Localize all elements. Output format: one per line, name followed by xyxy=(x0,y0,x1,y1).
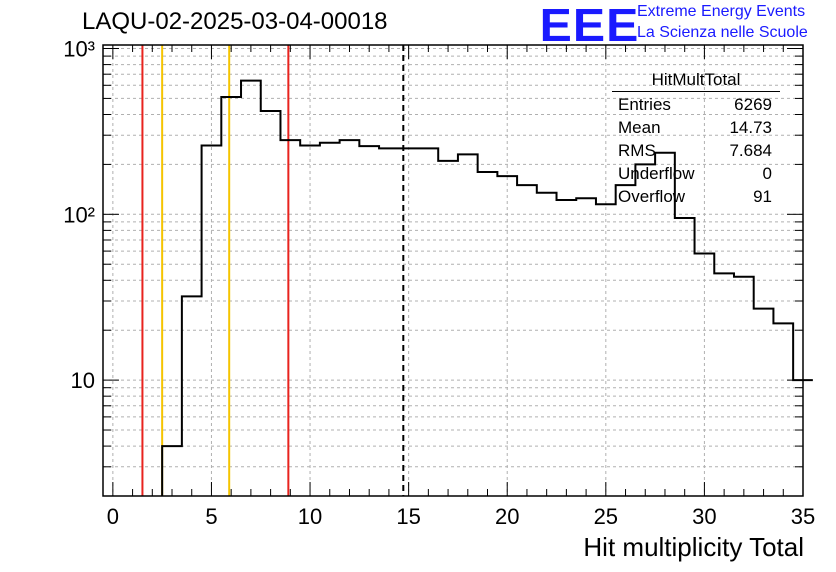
histogram-bin xyxy=(458,154,478,496)
histogram-bin xyxy=(773,323,793,496)
x-tick-label: 25 xyxy=(594,504,618,529)
histogram-bin xyxy=(517,185,537,496)
histogram-bin xyxy=(359,146,379,496)
stats-value: 0 xyxy=(762,164,772,183)
histogram-bin xyxy=(754,309,774,496)
histogram-bin xyxy=(557,200,577,496)
y-tick-label: 10 xyxy=(71,368,95,393)
chart-title: LAQU-02-2025-03-04-00018 xyxy=(82,8,388,35)
stats-label: Overflow xyxy=(618,187,686,206)
stats-label: RMS xyxy=(618,141,656,160)
histogram-bin xyxy=(162,446,182,496)
stats-value: 6269 xyxy=(734,95,772,114)
histogram-bin xyxy=(300,146,320,496)
histogram-bin xyxy=(714,273,734,496)
histogram-outline xyxy=(161,79,813,496)
histogram-bin xyxy=(261,111,281,496)
plot-area xyxy=(103,45,803,496)
logo-line-1: Extreme Energy Events xyxy=(637,3,806,20)
x-tick-label: 0 xyxy=(107,504,119,529)
histogram-bin xyxy=(695,254,715,496)
eee-logo: EEE xyxy=(539,0,640,51)
histogram-bin xyxy=(280,140,300,496)
x-tick-label: 30 xyxy=(692,504,716,529)
histogram-bin xyxy=(221,97,241,496)
stats-title: HitMultTotal xyxy=(612,70,780,92)
histogram-bin xyxy=(340,140,360,496)
histogram-bin xyxy=(596,204,616,496)
histogram-bin xyxy=(379,148,399,496)
stats-row-overflow: Overflow 91 xyxy=(612,186,780,209)
histogram-bin xyxy=(399,148,419,496)
x-axis-label: Hit multiplicity Total xyxy=(583,532,804,562)
stats-label: Underflow xyxy=(618,164,695,183)
x-tick-label: 15 xyxy=(396,504,420,529)
histogram-bin xyxy=(418,148,438,496)
stats-row-entries: Entries 6269 xyxy=(612,94,780,117)
stats-value: 7.684 xyxy=(729,141,772,160)
histogram-bin xyxy=(576,198,596,496)
histogram-bin xyxy=(734,277,754,496)
histogram-bin xyxy=(478,172,498,496)
stats-value: 14.73 xyxy=(729,118,772,137)
x-tick-label: 20 xyxy=(495,504,519,529)
stats-label: Mean xyxy=(618,118,661,137)
stats-value: 91 xyxy=(753,187,772,206)
stats-box: HitMultTotal Entries 6269 Mean 14.73 RMS… xyxy=(612,70,780,209)
histogram-bin xyxy=(537,193,557,496)
x-tick-label: 5 xyxy=(205,504,217,529)
histogram-bin xyxy=(438,161,458,496)
histogram-bin xyxy=(497,176,517,496)
y-tick-label: 10³ xyxy=(63,37,95,62)
histogram-bin xyxy=(320,143,340,496)
plot-frame xyxy=(102,44,804,497)
stats-label: Entries xyxy=(618,95,671,114)
histogram-bin xyxy=(616,185,636,496)
stats-row-mean: Mean 14.73 xyxy=(612,117,780,140)
x-tick-label: 10 xyxy=(298,504,322,529)
x-tick-label: 35 xyxy=(791,504,815,529)
y-tick-label: 10² xyxy=(63,202,95,227)
histogram-bin xyxy=(635,164,655,496)
stats-row-rms: RMS 7.684 xyxy=(612,140,780,163)
logo-line-2: La Scienza nelle Scuole xyxy=(637,24,808,41)
histogram-bin xyxy=(675,218,695,496)
histogram-bin xyxy=(241,81,261,496)
histogram-bin xyxy=(182,296,202,496)
histogram-bin xyxy=(202,146,222,496)
stats-row-underflow: Underflow 0 xyxy=(612,163,780,186)
